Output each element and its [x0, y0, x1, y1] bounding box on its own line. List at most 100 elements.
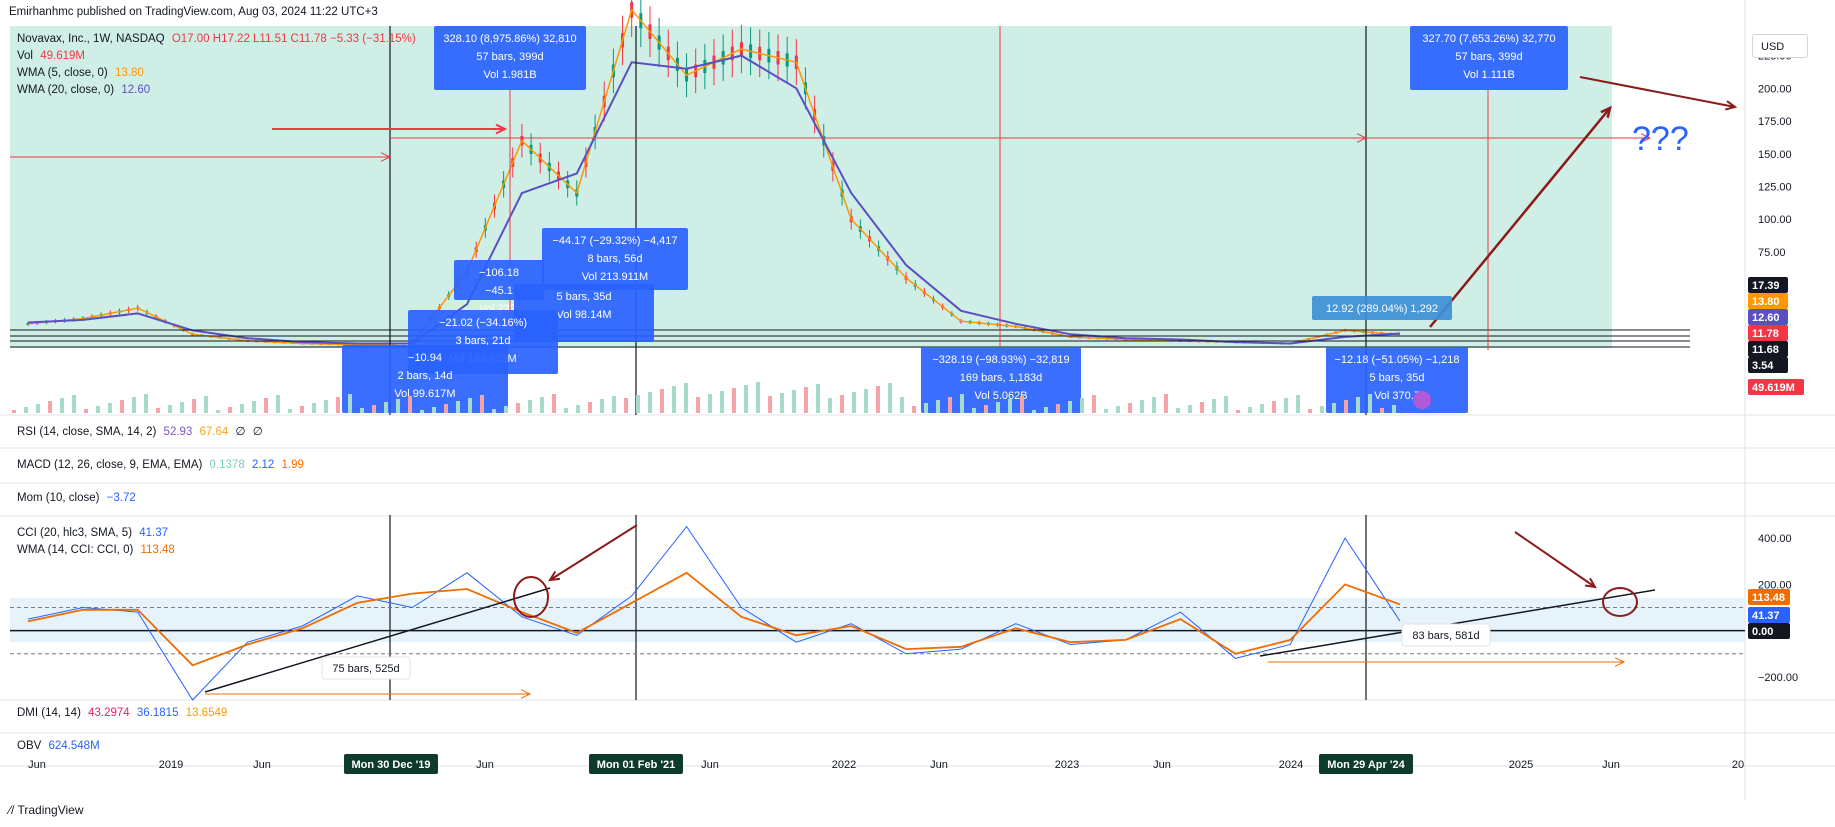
- time-axis-label: Jun: [930, 759, 948, 771]
- obv-legend: OBV 624.548M: [17, 740, 104, 752]
- cci-label[interactable]: CCI (20, hlc3, SMA, 5): [17, 527, 133, 539]
- volume-bar: [1380, 408, 1384, 413]
- macd-label[interactable]: MACD (12, 26, close, 9, EMA, EMA): [17, 459, 203, 471]
- macd-hist-value: 0.1378: [209, 459, 245, 471]
- volume-label[interactable]: Vol: [17, 50, 33, 62]
- volume-bar: [972, 408, 976, 413]
- measure-box: [434, 26, 586, 90]
- time-axis-label: Jun: [476, 759, 494, 771]
- price-badge: [1748, 293, 1788, 309]
- volume-bar: [1320, 406, 1324, 413]
- measure-box-text: 3 bars, 21d: [455, 335, 510, 347]
- volume-bar: [444, 404, 448, 413]
- volume-bar: [828, 398, 832, 413]
- time-axis-label: Jun: [701, 759, 719, 771]
- dmi-label[interactable]: DMI (14, 14): [17, 707, 81, 719]
- obv-label[interactable]: OBV: [17, 740, 42, 752]
- tradingview-icon: ⁄‍/: [9, 803, 18, 817]
- measure-box-text: −44.17 (−29.32%) −4,417: [552, 235, 677, 247]
- volume-bar: [204, 396, 208, 413]
- cci-trendline: [1259, 589, 1656, 657]
- volume-bar: [1368, 394, 1372, 413]
- rsi-label[interactable]: RSI (14, close, SMA, 14, 2): [17, 426, 157, 438]
- volume-bar: [540, 397, 544, 413]
- volume-bar: [1296, 395, 1300, 413]
- wma5-label[interactable]: WMA (5, close, 0): [17, 67, 108, 79]
- volume-bar: [948, 397, 952, 413]
- wma-cci-label[interactable]: WMA (14, CCI: CCI, 0): [17, 544, 134, 556]
- cci-tick-label: 400.00: [1758, 533, 1792, 545]
- question-marks: ???: [1632, 120, 1689, 158]
- time-axis-label: Jun: [253, 759, 271, 771]
- volume-bar: [720, 391, 724, 413]
- cci-badge-text: 113.48: [1752, 592, 1785, 604]
- measure-box-text: Vol 5.062B: [974, 390, 1027, 402]
- volume-bar: [108, 403, 112, 413]
- volume-bar: [624, 398, 628, 413]
- price-badge: [1748, 309, 1788, 325]
- price-badge-text: 13.80: [1752, 296, 1780, 308]
- volume-bar: [264, 398, 268, 413]
- volume-bar: [1284, 398, 1288, 413]
- hand-up-arrow: [1429, 107, 1611, 328]
- cci-legend: CCI (20, hlc3, SMA, 5) 41.37: [17, 527, 172, 539]
- volume-bar: [588, 402, 592, 413]
- hand-arrow: [1514, 531, 1596, 588]
- volume-bar: [468, 398, 472, 413]
- volume-bar: [324, 400, 328, 413]
- volume-bar: [612, 396, 616, 413]
- cci-circle: [1602, 587, 1638, 617]
- measure-box-text: −45.1: [485, 285, 513, 297]
- time-axis-label: Mon 29 Apr '24: [1327, 759, 1405, 771]
- volume-bar: [48, 401, 52, 413]
- volume-bar: [924, 403, 928, 413]
- red-arrow-head: [380, 152, 392, 162]
- dmi-adx-value: 13.6549: [185, 707, 228, 719]
- rsi-empty-2: ∅: [252, 426, 263, 438]
- volume-bar: [744, 385, 748, 413]
- cci-badge: [1748, 607, 1790, 623]
- measure-box-text: 8 bars, 56d: [587, 253, 642, 265]
- price-badge: [1748, 277, 1788, 293]
- volume-bar: [1248, 407, 1252, 413]
- measure-box: [1326, 347, 1468, 413]
- currency-selector[interactable]: USD: [1752, 34, 1808, 58]
- volume-bar: [1032, 410, 1036, 413]
- volume-bar: [756, 382, 760, 413]
- volume-bar: [120, 400, 124, 413]
- mom-label[interactable]: Mom (10, close): [17, 492, 100, 504]
- volume-bar: [732, 388, 736, 413]
- volume-bar: [1116, 406, 1120, 413]
- macd-legend: MACD (12, 26, close, 9, EMA, EMA) 0.1378…: [17, 459, 308, 471]
- orange-range-arrow-head: [520, 689, 532, 699]
- volume-bar: [600, 399, 604, 413]
- volume-bar: [960, 394, 964, 413]
- cci-note-box: [321, 656, 411, 680]
- volume-bar: [360, 408, 364, 413]
- volume-bar: [996, 402, 1000, 413]
- time-axis-label: Jun: [28, 759, 46, 771]
- volume-bar: [1080, 398, 1084, 413]
- volume-bar: [432, 407, 436, 413]
- price-tick-label: 75.00: [1758, 247, 1786, 259]
- wma20-line: [27, 54, 1401, 345]
- volume-bar: [804, 387, 808, 413]
- rsi-ma-value: 67.64: [199, 426, 229, 438]
- volume-bar: [1212, 399, 1216, 413]
- volume-bar: [240, 404, 244, 413]
- wma20-label[interactable]: WMA (20, close, 0): [17, 84, 115, 96]
- volume-bar: [1224, 396, 1228, 413]
- ohlc-values: O17.00 H17.22 L11.51 C11.78 −5.33 (−31.1…: [171, 33, 416, 45]
- earnings-icon: [1413, 391, 1431, 409]
- obv-value: 624.548M: [48, 740, 100, 752]
- volume-bar: [228, 407, 232, 413]
- hand-arrow-head: [1584, 577, 1597, 589]
- hand-right-arrow-head: [1725, 100, 1738, 111]
- cci-value: 41.37: [139, 527, 169, 539]
- symbol-name[interactable]: Novavax, Inc., 1W, NASDAQ: [17, 33, 165, 45]
- volume-bar: [1356, 397, 1360, 413]
- volume-bar: [888, 383, 892, 413]
- volume-bar: [372, 405, 376, 413]
- tradingview-logo[interactable]: ⁄‍/ TradingView: [9, 803, 84, 817]
